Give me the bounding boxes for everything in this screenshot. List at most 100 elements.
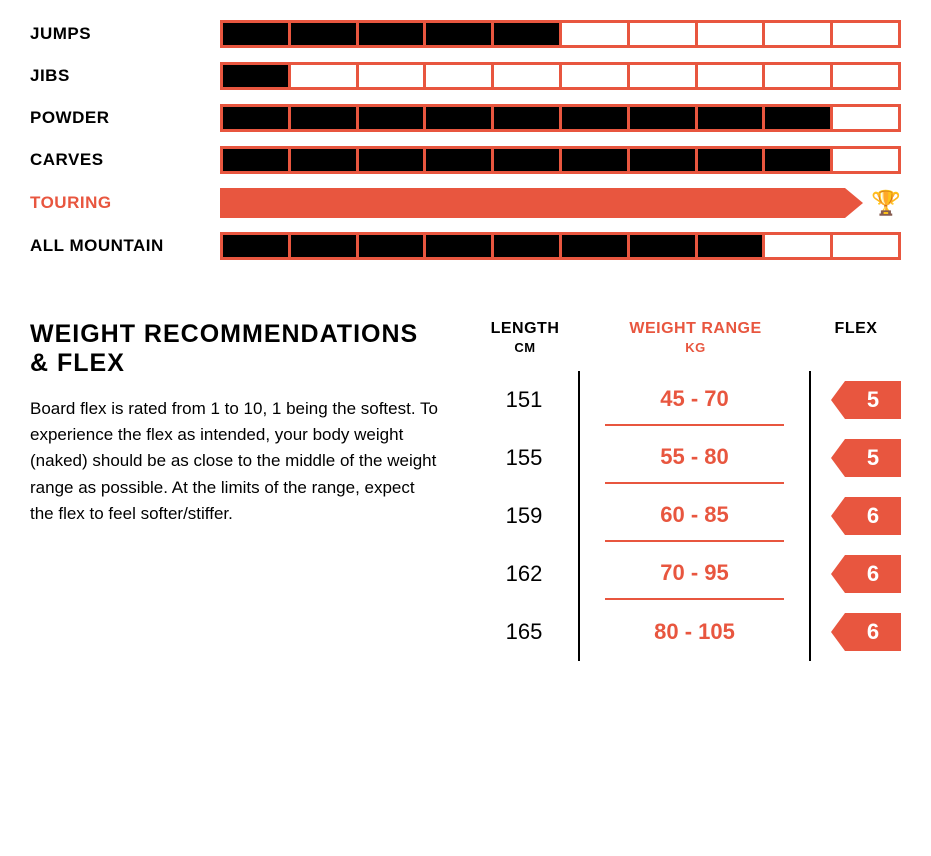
rating-cell (833, 23, 898, 45)
rating-cell (223, 23, 291, 45)
rating-cell (291, 65, 359, 87)
rating-bar (220, 62, 901, 90)
rating-cell (562, 23, 630, 45)
rating-label: CARVES (30, 150, 220, 170)
rating-cell (698, 149, 766, 171)
rating-bar (220, 232, 901, 260)
rating-cell (223, 149, 291, 171)
rating-row: JIBS (30, 62, 901, 90)
rating-cell (698, 23, 766, 45)
rating-cell (494, 23, 562, 45)
rating-cell (426, 235, 494, 257)
rating-cell (562, 235, 630, 257)
rating-cell (359, 23, 427, 45)
rating-bar (220, 20, 901, 48)
rating-cell (630, 65, 698, 87)
ratings-chart: JUMPS JIBS POWDER CARVES TOURING 🏆 ALL MOUNTAI… (30, 20, 901, 260)
rating-cell (765, 235, 833, 257)
section-body: Board flex is rated from 1 to 10, 1 bein… (30, 396, 440, 528)
flex-badge: 6 (845, 613, 901, 651)
rating-cell (426, 107, 494, 129)
rating-label: JIBS (30, 66, 220, 86)
rating-row: TOURING 🏆 (30, 188, 901, 218)
cell-weight: 60 - 85 (580, 487, 811, 545)
rating-cell (562, 107, 630, 129)
rating-bar-full (220, 188, 845, 218)
flex-badge: 6 (845, 497, 901, 535)
cell-flex: 6 (811, 545, 901, 603)
table-row: 15145 - 70 5 (470, 371, 901, 429)
cell-weight: 45 - 70 (580, 371, 811, 429)
rating-label: ALL MOUNTAIN (30, 236, 220, 256)
rating-cell (359, 107, 427, 129)
rating-cell (833, 235, 898, 257)
cell-length: 159 (470, 487, 580, 545)
rating-cell (630, 149, 698, 171)
table-row: 16580 - 105 6 (470, 603, 901, 661)
rating-cell (630, 23, 698, 45)
rating-bar (220, 104, 901, 132)
rating-cell (833, 107, 898, 129)
rating-cell (426, 23, 494, 45)
rating-cell (765, 149, 833, 171)
rating-row: CARVES (30, 146, 901, 174)
rating-cell (765, 107, 833, 129)
cell-weight: 80 - 105 (580, 603, 811, 661)
table-row: 15960 - 85 6 (470, 487, 901, 545)
flex-badge: 5 (845, 439, 901, 477)
rating-cell (223, 65, 291, 87)
flex-badge: 6 (845, 555, 901, 593)
trophy-icon: 🏆 (871, 189, 901, 218)
cell-flex: 5 (811, 429, 901, 487)
rating-cell (765, 65, 833, 87)
rating-cell (291, 149, 359, 171)
rating-cell (562, 149, 630, 171)
rating-cell (562, 65, 630, 87)
rating-cell (291, 235, 359, 257)
table-row: 16270 - 95 6 (470, 545, 901, 603)
rating-cell (765, 23, 833, 45)
rating-cell (698, 107, 766, 129)
flex-badge: 5 (845, 381, 901, 419)
rating-row: JUMPS (30, 20, 901, 48)
weight-flex-section: WEIGHT RECOMMENDATIONS & FLEX Board flex… (30, 320, 901, 661)
col-header-flex: FLEX (811, 320, 901, 355)
weight-flex-table: LENGTHCM WEIGHT RANGEKG FLEX 15145 - 705… (470, 320, 901, 661)
cell-flex: 6 (811, 487, 901, 545)
rating-cell (359, 149, 427, 171)
rating-cell (223, 235, 291, 257)
rating-cell (291, 107, 359, 129)
rating-cell (494, 107, 562, 129)
rating-cell (223, 107, 291, 129)
cell-length: 162 (470, 545, 580, 603)
rating-cell (494, 149, 562, 171)
section-title: WEIGHT RECOMMENDATIONS & FLEX (30, 320, 440, 378)
rating-cell (833, 65, 898, 87)
table-row: 15555 - 805 (470, 429, 901, 487)
rating-label: TOURING (30, 193, 220, 213)
cell-length: 151 (470, 371, 580, 429)
rating-cell (426, 65, 494, 87)
rating-cell (494, 65, 562, 87)
rating-cell (359, 65, 427, 87)
cell-weight: 70 - 95 (580, 545, 811, 603)
rating-row: POWDER (30, 104, 901, 132)
rating-cell (698, 65, 766, 87)
rating-cell (630, 235, 698, 257)
rating-cell (698, 235, 766, 257)
rating-cell (630, 107, 698, 129)
rating-cell (426, 149, 494, 171)
cell-length: 165 (470, 603, 580, 661)
rating-cell (833, 149, 898, 171)
rating-label: POWDER (30, 108, 220, 128)
cell-flex: 6 (811, 603, 901, 661)
col-header-length: LENGTHCM (470, 320, 580, 355)
rating-bar (220, 146, 901, 174)
rating-label: JUMPS (30, 24, 220, 44)
rating-row: ALL MOUNTAIN (30, 232, 901, 260)
rating-cell (291, 23, 359, 45)
col-header-weight: WEIGHT RANGEKG (580, 320, 811, 355)
rating-cell (359, 235, 427, 257)
cell-weight: 55 - 80 (580, 429, 811, 487)
cell-flex: 5 (811, 371, 901, 429)
